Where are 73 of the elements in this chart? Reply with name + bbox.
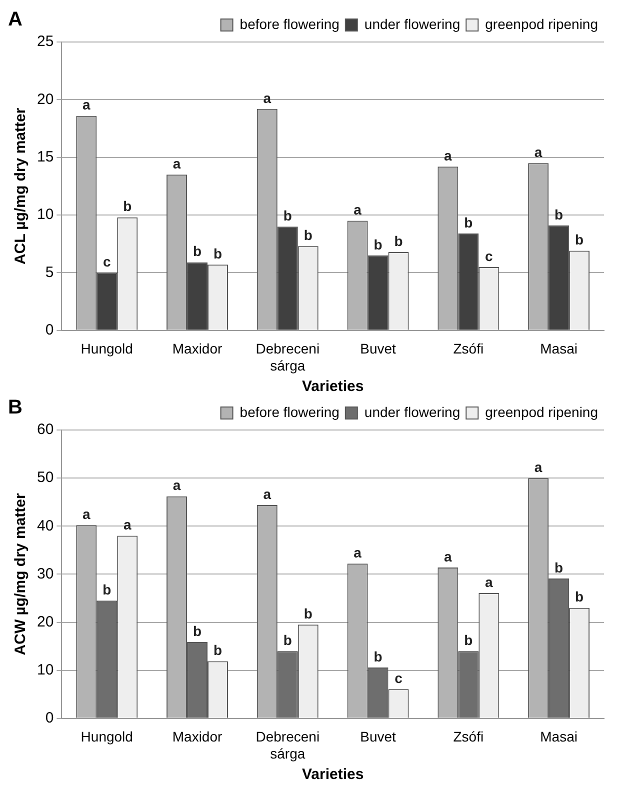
data-label: b bbox=[213, 642, 222, 658]
data-label: a bbox=[82, 506, 90, 522]
legend-label: under flowering bbox=[364, 16, 460, 32]
y-tick-label: 0 bbox=[45, 710, 54, 727]
x-tick-label: Masai bbox=[540, 340, 578, 357]
data-label: b bbox=[374, 236, 382, 252]
data-label: b bbox=[554, 559, 564, 576]
x-tick-label: Buvet bbox=[360, 728, 396, 745]
data-label: b bbox=[464, 632, 473, 648]
legend-label: greenpod ripening bbox=[485, 404, 598, 420]
y-tick-label: 40 bbox=[36, 517, 54, 534]
y-tick-label: 20 bbox=[36, 613, 54, 630]
data-label: b bbox=[283, 207, 292, 224]
data-label: b bbox=[554, 206, 564, 222]
data-label: a bbox=[123, 516, 132, 533]
x-tick-label: Masai bbox=[540, 728, 578, 745]
legend-label: before flowering bbox=[240, 404, 340, 420]
y-tick-label: 20 bbox=[36, 90, 54, 108]
data-label: a bbox=[444, 147, 452, 164]
data-label: a bbox=[444, 548, 452, 564]
data-label: a bbox=[534, 458, 542, 475]
data-label: a bbox=[485, 574, 494, 590]
x-tick-label: Debreceni sárga bbox=[256, 340, 320, 374]
data-label: c bbox=[102, 254, 111, 270]
data-label: b bbox=[102, 581, 112, 598]
y-tick-label: 10 bbox=[36, 206, 54, 224]
y-axis-title: ACW µg/mg dry matter bbox=[12, 493, 30, 656]
data-label: b bbox=[374, 648, 382, 664]
chart-title: A bbox=[8, 8, 22, 31]
data-label: a bbox=[354, 202, 362, 218]
data-label: a bbox=[534, 144, 542, 160]
data-label: b bbox=[213, 246, 222, 262]
y-tick-label: 50 bbox=[36, 469, 54, 486]
x-tick-label: Maxidor bbox=[172, 340, 222, 357]
x-tick-label: Buvet bbox=[360, 340, 396, 357]
x-tick-label: Debreceni sárga bbox=[256, 728, 320, 762]
data-label: b bbox=[283, 632, 292, 648]
y-axis-title: ACL µg/mg dry matter bbox=[12, 108, 30, 265]
x-axis-title: Varieties bbox=[302, 766, 364, 784]
data-label: b bbox=[464, 214, 473, 230]
x-tick-label: Hungold bbox=[80, 340, 133, 357]
data-label: a bbox=[354, 544, 362, 560]
y-tick-label: 60 bbox=[36, 421, 54, 438]
data-label: b bbox=[192, 622, 202, 639]
x-tick-label: Maxidor bbox=[172, 728, 222, 745]
data-label: b bbox=[123, 198, 132, 214]
data-label: a bbox=[263, 486, 272, 502]
y-tick-label: 5 bbox=[45, 264, 54, 281]
legend-label: before flowering bbox=[240, 16, 340, 32]
data-label: b bbox=[575, 588, 584, 605]
legend-label: under flowering bbox=[364, 404, 460, 420]
data-label: b bbox=[304, 606, 312, 622]
data-label: a bbox=[263, 90, 272, 106]
data-label: c bbox=[485, 248, 494, 264]
x-axis-title: Varieties bbox=[302, 378, 364, 396]
x-tick-label: Zsófi bbox=[453, 340, 484, 357]
x-tick-label: Hungold bbox=[80, 728, 133, 745]
data-label: b bbox=[192, 243, 202, 260]
y-tick-label: 30 bbox=[36, 565, 54, 582]
y-tick-label: 10 bbox=[36, 661, 54, 678]
data-label: c bbox=[394, 670, 403, 686]
x-tick-label: Zsófi bbox=[453, 728, 484, 745]
data-label: b bbox=[394, 232, 403, 249]
chart-title: B bbox=[8, 396, 22, 419]
y-tick-label: 0 bbox=[45, 322, 54, 339]
data-label: a bbox=[172, 156, 181, 172]
data-label: a bbox=[172, 477, 181, 494]
data-label: b bbox=[304, 227, 312, 244]
data-label: a bbox=[82, 96, 90, 113]
y-tick-label: 15 bbox=[36, 148, 54, 166]
legend-label: greenpod ripening bbox=[485, 16, 598, 32]
y-tick-label: 25 bbox=[36, 33, 54, 50]
data-label: b bbox=[575, 232, 584, 248]
